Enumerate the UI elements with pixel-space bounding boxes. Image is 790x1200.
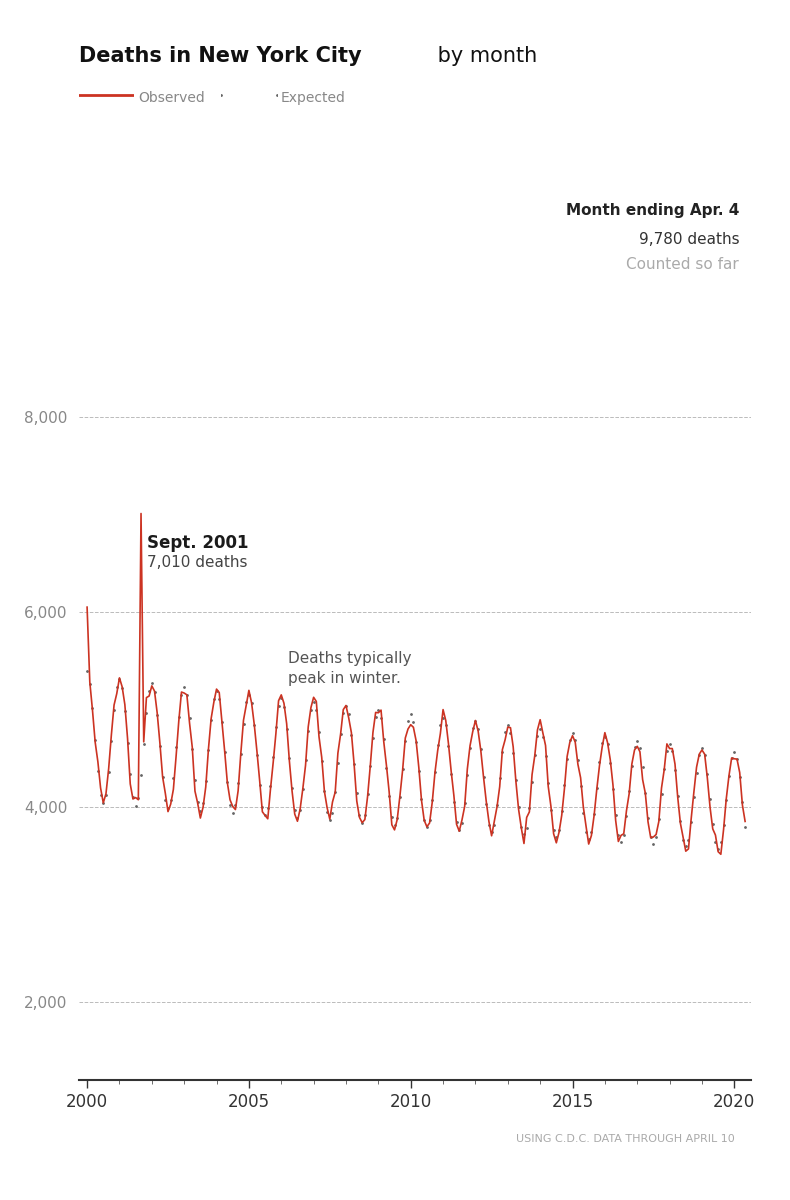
Text: 7,010 deaths: 7,010 deaths bbox=[147, 556, 247, 570]
Text: by month: by month bbox=[431, 46, 536, 66]
Text: Counted so far: Counted so far bbox=[626, 257, 739, 272]
Text: Sept. 2001: Sept. 2001 bbox=[147, 534, 249, 552]
Text: 9,780 deaths: 9,780 deaths bbox=[638, 232, 739, 247]
Text: Month ending Apr. 4: Month ending Apr. 4 bbox=[566, 203, 739, 217]
Text: Deaths in New York City: Deaths in New York City bbox=[79, 46, 362, 66]
Text: Deaths typically
peak in winter.: Deaths typically peak in winter. bbox=[288, 650, 412, 685]
Text: USING C.D.C. DATA THROUGH APRIL 10: USING C.D.C. DATA THROUGH APRIL 10 bbox=[516, 1134, 735, 1144]
Text: Expected: Expected bbox=[280, 91, 345, 106]
Text: Observed: Observed bbox=[138, 91, 205, 106]
